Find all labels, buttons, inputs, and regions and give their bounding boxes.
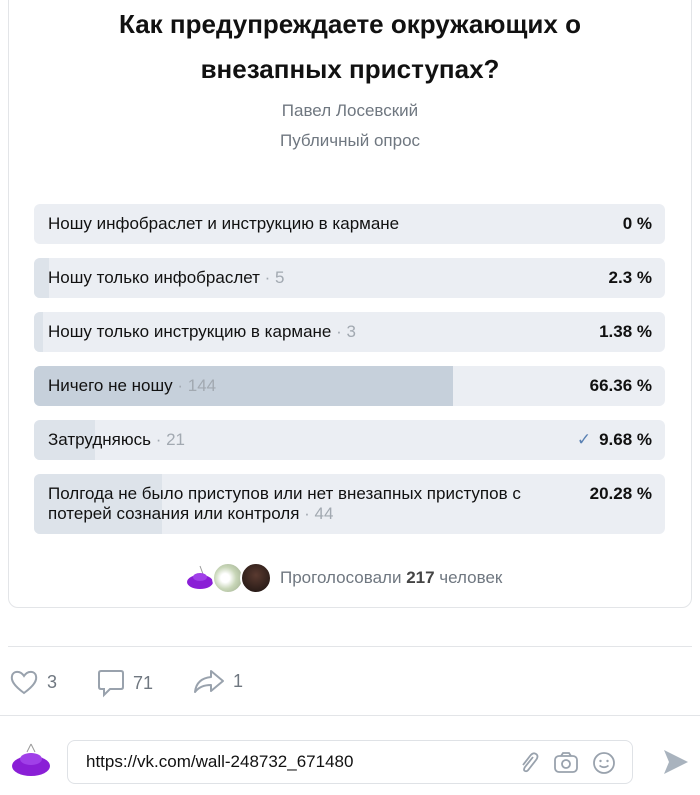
option-vote-count: · 21 [150, 430, 185, 449]
attach-icon[interactable] [518, 751, 540, 775]
option-percent: 0 % [622, 214, 652, 233]
option-label: Полгода не было приступов или нет внезап… [48, 484, 521, 523]
option-percent: 2.3 % [608, 268, 652, 287]
divider [8, 646, 692, 647]
option-vote-count: · 3 [331, 322, 356, 341]
option-fill-bar [34, 474, 162, 534]
poll-option[interactable]: Ничего не ношу · 144 66.36 % [34, 366, 665, 406]
title-line: Как предупреждаете окружающих о [119, 9, 581, 39]
option-percent: ✓ 9.68 % [576, 430, 652, 449]
avatar [240, 562, 272, 594]
option-label: Затрудняюсь · 21 [48, 430, 185, 449]
emoji-icon[interactable] [592, 751, 616, 775]
option-vote-count: · 44 [299, 504, 334, 523]
comment-text: https://vk.com/wall-248732_671480 [86, 752, 354, 771]
option-label: Ношу инфобраслет и инструкцию в кармане [48, 214, 400, 233]
avatar [187, 565, 213, 589]
poll-type: Публичный опрос [279, 131, 421, 150]
option-label: Ношу только инфобраслет · 5 [48, 268, 285, 287]
poll-author[interactable]: Павел Лосевский [281, 101, 419, 120]
poll-card [8, 0, 692, 608]
option-fill-bar [34, 366, 453, 406]
option-label: Ношу только инструкцию в кармане · 3 [48, 322, 356, 341]
share-button[interactable]: 1 [193, 668, 243, 694]
option-fill-bar [34, 258, 49, 298]
share-count: 1 [233, 670, 244, 691]
option-percent: 1.38 % [599, 322, 652, 341]
title-line: внезапных приступах? [200, 54, 500, 84]
poll-option[interactable]: Затрудняюсь · 21 ✓ 9.68 % [34, 420, 665, 460]
option-fill-bar [34, 420, 96, 460]
like-count: 3 [47, 671, 58, 692]
comment-count: 71 [133, 672, 154, 693]
poll-option[interactable]: Ношу только инфобраслет · 5 2.3 % [34, 258, 665, 298]
poll-option[interactable]: Ношу только инструкцию в кармане · 3 1.3… [34, 312, 665, 352]
option-vote-count: · 5 [259, 268, 285, 287]
poll-title: Как предупреждаете окружающих о внезапных… [0, 2, 700, 92]
share-icon [194, 670, 224, 693]
heart-icon [10, 670, 38, 695]
comment-input[interactable]: https://vk.com/wall-248732_671480 [67, 740, 633, 784]
voters-summary[interactable]: Проголосовали 217 человек [184, 562, 502, 594]
avatar [212, 562, 244, 594]
check-icon: ✓ [576, 430, 592, 449]
user-avatar [12, 743, 50, 776]
poll-option[interactable]: Ношу инфобраслет и инструкцию в кармане … [34, 204, 665, 244]
voters-text: Проголосовали 217 человек [280, 568, 503, 587]
camera-icon[interactable] [553, 751, 579, 775]
option-percent: 20.28 % [589, 484, 652, 503]
option-vote-count: · 144 [172, 376, 217, 395]
send-icon[interactable] [662, 748, 690, 776]
option-fill-bar [34, 312, 43, 352]
like-button[interactable]: 3 [9, 668, 57, 696]
divider [0, 715, 700, 716]
comment-button[interactable]: 71 [97, 668, 153, 698]
option-percent: 66.36 % [589, 376, 652, 395]
poll-option[interactable]: Полгода не было приступов или нет внезап… [34, 474, 665, 534]
option-label: Ничего не ношу · 144 [48, 376, 217, 395]
comment-icon [98, 670, 124, 698]
